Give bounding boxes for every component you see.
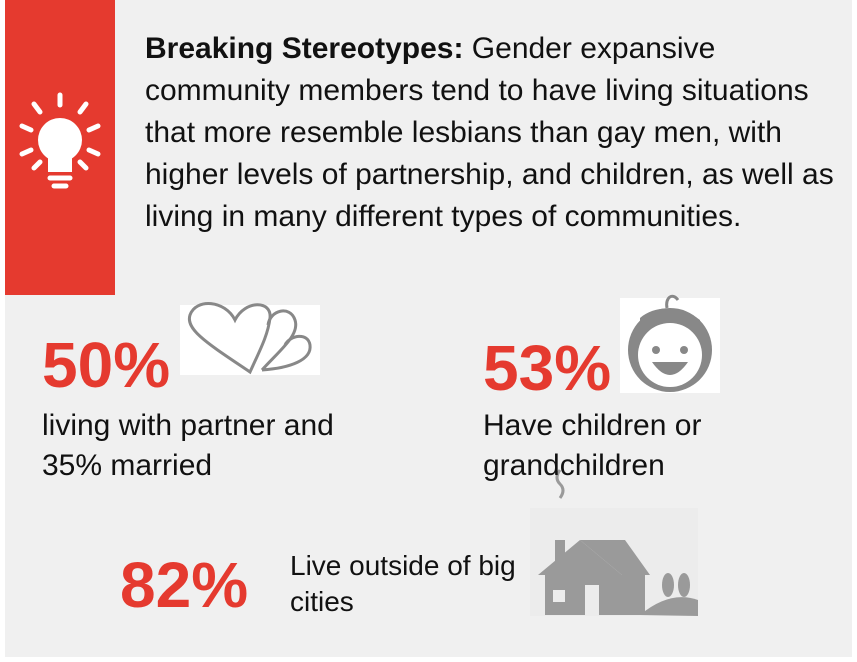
callout-body: Gender expansive community members tend …: [145, 32, 834, 233]
lightbulb-icon: [19, 92, 101, 189]
callout-label: Breaking Stereotypes:: [145, 32, 464, 65]
stat-value: 50%: [42, 329, 171, 401]
stat-text: living with partner and 35% married: [42, 409, 334, 482]
face-icon: [620, 294, 720, 393]
callout-text: Breaking Stereotypes: Gender expansive c…: [145, 28, 845, 238]
stat-text: Live outside of big cities: [290, 550, 516, 617]
house-icon: [530, 469, 698, 616]
stat-value: 82%: [120, 549, 249, 621]
stat-text: Have children or grandchildren: [483, 409, 702, 482]
stat-value: 53%: [483, 332, 612, 404]
hearts-icon: [180, 302, 320, 375]
